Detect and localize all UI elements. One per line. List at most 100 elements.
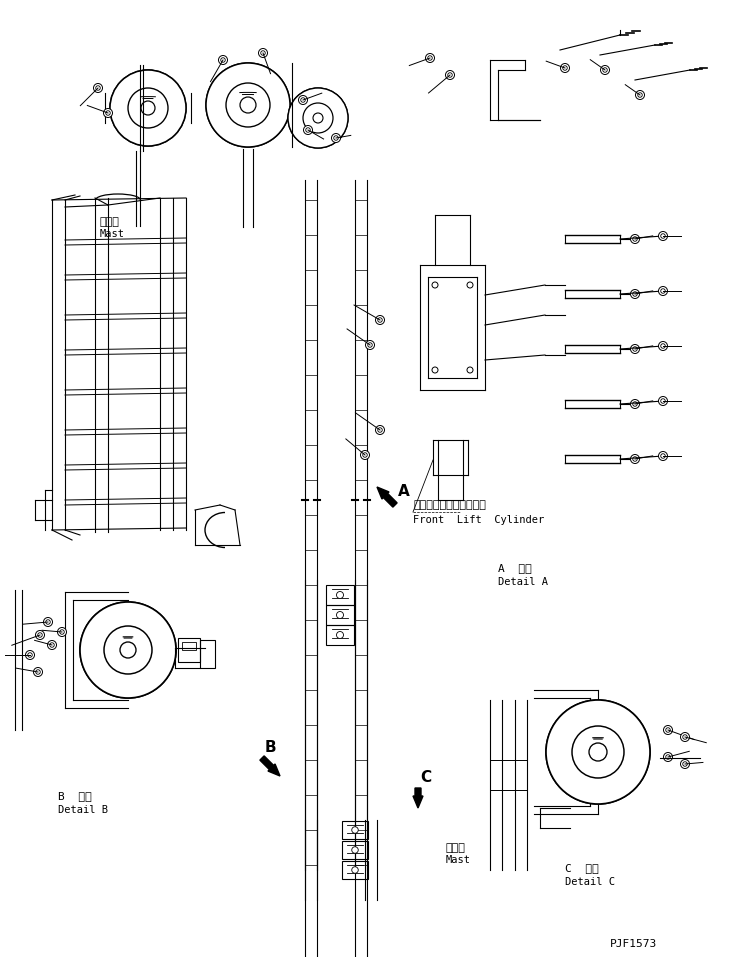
Circle shape	[80, 602, 176, 698]
Circle shape	[546, 700, 650, 804]
Circle shape	[94, 83, 102, 93]
Circle shape	[376, 316, 384, 324]
Circle shape	[337, 591, 343, 598]
Circle shape	[632, 346, 638, 351]
Circle shape	[60, 630, 64, 634]
Circle shape	[600, 65, 610, 75]
Circle shape	[221, 57, 225, 62]
Text: フロントリフトシリンダ: フロントリフトシリンダ	[413, 500, 486, 510]
Circle shape	[663, 752, 673, 762]
Bar	[182, 642, 196, 650]
Circle shape	[104, 626, 152, 674]
Circle shape	[632, 402, 638, 407]
Bar	[342, 821, 368, 839]
Circle shape	[206, 63, 290, 147]
Text: Mast: Mast	[446, 855, 471, 865]
Circle shape	[48, 640, 56, 650]
Circle shape	[602, 68, 608, 72]
Circle shape	[630, 345, 640, 353]
Circle shape	[632, 236, 638, 241]
Circle shape	[110, 70, 186, 146]
Circle shape	[665, 755, 671, 759]
Circle shape	[546, 700, 650, 804]
Text: C: C	[420, 770, 431, 786]
Circle shape	[35, 631, 45, 639]
Circle shape	[240, 97, 256, 113]
Circle shape	[36, 670, 40, 675]
Circle shape	[206, 63, 290, 147]
Circle shape	[360, 451, 370, 459]
Circle shape	[128, 88, 168, 128]
Circle shape	[120, 642, 136, 658]
Circle shape	[96, 86, 100, 90]
Text: A  詳細: A 詳細	[498, 563, 531, 573]
Circle shape	[659, 452, 668, 460]
Circle shape	[26, 651, 34, 659]
Text: B: B	[265, 741, 277, 755]
Circle shape	[432, 282, 438, 288]
Circle shape	[105, 111, 111, 115]
Circle shape	[34, 667, 42, 677]
Circle shape	[103, 108, 113, 118]
Circle shape	[352, 867, 358, 873]
Circle shape	[261, 51, 265, 56]
Circle shape	[446, 71, 455, 79]
Text: Front  Lift  Cylinder: Front Lift Cylinder	[413, 515, 545, 525]
Circle shape	[301, 98, 305, 102]
Circle shape	[661, 234, 665, 238]
Text: マスト: マスト	[446, 843, 466, 853]
Bar	[342, 861, 368, 879]
Circle shape	[661, 289, 665, 293]
Circle shape	[218, 56, 228, 64]
Text: Detail A: Detail A	[498, 577, 548, 587]
Circle shape	[683, 762, 687, 767]
Circle shape	[663, 725, 673, 735]
Circle shape	[313, 113, 323, 123]
Bar	[326, 625, 354, 645]
Circle shape	[427, 56, 433, 60]
Circle shape	[304, 125, 313, 135]
Circle shape	[110, 70, 186, 146]
Circle shape	[50, 643, 54, 647]
Circle shape	[80, 602, 176, 698]
Circle shape	[378, 428, 382, 433]
Circle shape	[467, 367, 473, 373]
Text: C  詳細: C 詳細	[565, 863, 599, 873]
Text: B  詳細: B 詳細	[58, 791, 92, 801]
Circle shape	[337, 632, 343, 638]
Circle shape	[659, 286, 668, 296]
Text: マスト: マスト	[100, 217, 120, 227]
Circle shape	[589, 743, 607, 761]
FancyArrow shape	[377, 487, 397, 507]
Bar	[200, 640, 215, 668]
Circle shape	[572, 726, 624, 778]
Circle shape	[288, 88, 348, 148]
Circle shape	[681, 760, 690, 768]
Bar	[178, 638, 200, 662]
Circle shape	[226, 83, 270, 127]
Circle shape	[630, 399, 640, 409]
Circle shape	[681, 732, 690, 742]
Text: Mast: Mast	[100, 229, 125, 239]
Circle shape	[632, 456, 638, 461]
Circle shape	[303, 103, 333, 133]
Circle shape	[332, 133, 340, 143]
Circle shape	[661, 399, 665, 403]
Circle shape	[38, 633, 42, 637]
Circle shape	[141, 101, 155, 115]
Circle shape	[432, 367, 438, 373]
Circle shape	[632, 292, 638, 297]
Circle shape	[665, 727, 671, 732]
Text: Detail C: Detail C	[565, 877, 615, 887]
Circle shape	[683, 735, 687, 739]
Circle shape	[448, 73, 452, 78]
Text: Detail B: Detail B	[58, 805, 108, 815]
Circle shape	[299, 96, 307, 104]
Bar	[326, 585, 354, 605]
Circle shape	[363, 453, 367, 457]
FancyArrow shape	[413, 788, 423, 808]
Circle shape	[638, 93, 642, 98]
Circle shape	[337, 612, 343, 618]
Circle shape	[334, 136, 338, 141]
Circle shape	[352, 827, 358, 834]
